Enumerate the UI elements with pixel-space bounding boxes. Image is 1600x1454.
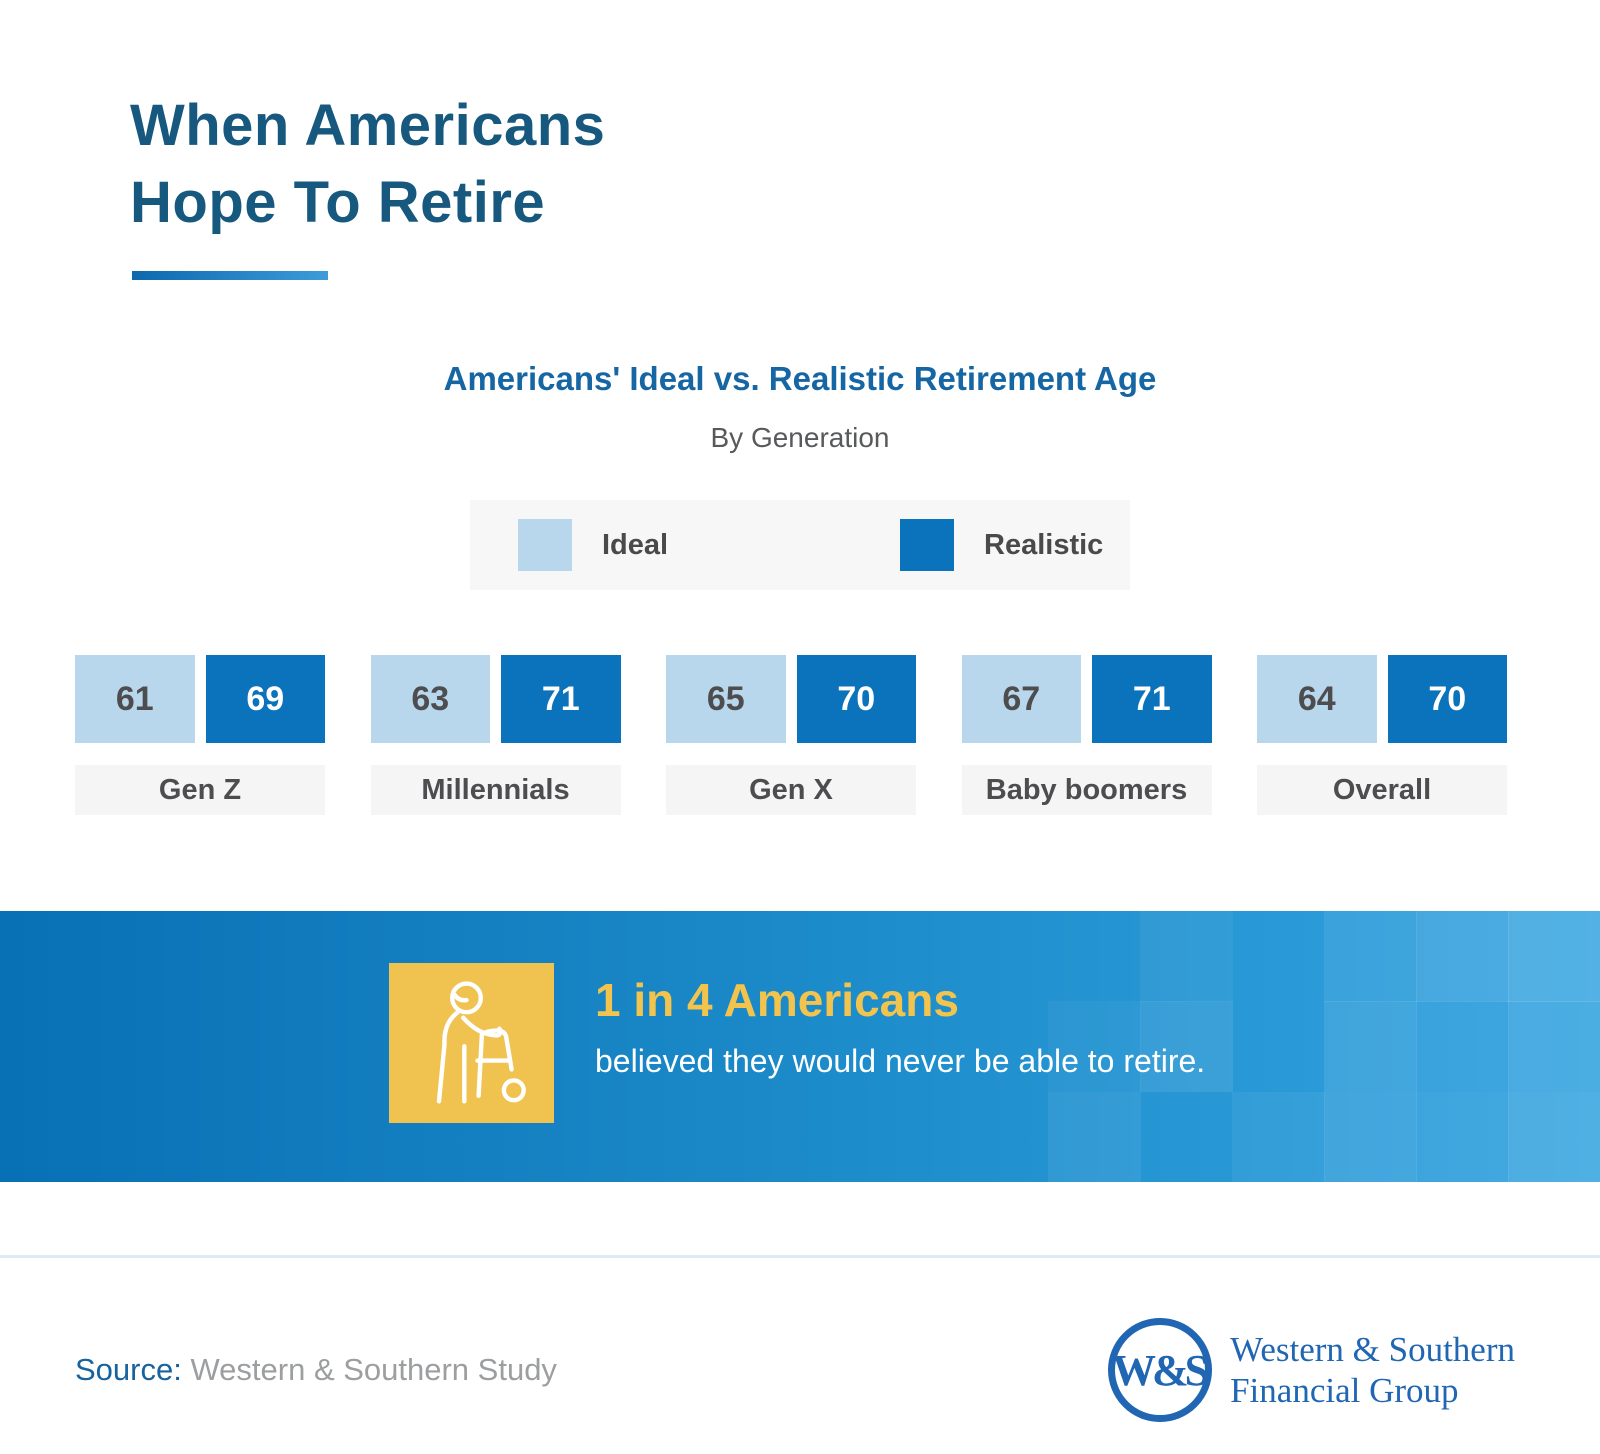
legend-label-ideal: Ideal	[602, 528, 669, 561]
mosaic-tile	[1048, 1001, 1141, 1093]
chart-subtitle: By Generation	[710, 422, 890, 454]
title-underline-decoration	[132, 271, 328, 281]
category-label: Millennials	[370, 765, 621, 816]
category-label: Gen X	[666, 765, 916, 816]
footer: Source: Western & Southern Study W&S Wes…	[0, 1318, 1600, 1423]
bar-group: 64 70 Overall	[1257, 655, 1507, 816]
footer-divider	[0, 1255, 1600, 1259]
bar-group: 61 69 Gen Z	[75, 655, 325, 816]
mosaic-tile	[1416, 1091, 1509, 1183]
realistic-value: 69	[246, 679, 285, 718]
mosaic-tile	[1324, 1091, 1417, 1183]
bar-group: 63 71 Millennials	[370, 655, 621, 816]
category-label: Overall	[1257, 765, 1507, 816]
mosaic-tile	[1140, 1092, 1233, 1182]
realistic-swatch-icon	[900, 519, 954, 572]
source-line: Source: Western & Southern Study	[75, 1352, 557, 1388]
bar-pair: 67 71	[961, 655, 1212, 744]
ideal-bar: 64	[1257, 655, 1377, 744]
source-text: Western & Southern Study	[190, 1352, 557, 1388]
realistic-bar: 70	[796, 655, 916, 744]
legend-item-realistic: Realistic	[900, 500, 1103, 590]
realistic-bar: 71	[501, 655, 621, 744]
page-title-line1: When Americans	[130, 93, 606, 158]
legend-label-realistic: Realistic	[984, 528, 1104, 561]
mosaic-tile	[1416, 1001, 1509, 1093]
mosaic-tile	[1232, 911, 1325, 1002]
mosaic-tile	[1048, 1091, 1141, 1183]
chart-title: Americans' Ideal vs. Realistic Retiremen…	[443, 360, 1157, 398]
mosaic-decoration	[1048, 911, 1600, 1183]
mosaic-tile	[1140, 911, 1233, 1003]
banner-subtext: believed they would never be able to ret…	[595, 1043, 1206, 1080]
page-title: When Americans Hope To Retire	[130, 88, 1600, 241]
banner-headline: 1 in 4 Americans	[595, 974, 959, 1027]
realistic-value: 70	[1428, 679, 1467, 718]
chart-legend: Ideal Realistic	[470, 500, 1130, 591]
legend-item-ideal: Ideal	[518, 500, 668, 590]
mosaic-tile	[1232, 1091, 1325, 1183]
mosaic-tile	[1508, 1001, 1600, 1093]
ideal-value: 61	[115, 679, 154, 718]
ideal-value: 64	[1297, 679, 1336, 718]
realistic-value: 70	[837, 679, 876, 718]
mosaic-tile	[1140, 1001, 1233, 1093]
category-label: Baby boomers	[961, 765, 1212, 816]
ideal-bar: 63	[370, 655, 490, 744]
realistic-value: 71	[1132, 679, 1171, 718]
realistic-value: 71	[541, 679, 580, 718]
bar-pair: 61 69	[75, 655, 325, 744]
page-title-line2: Hope To Retire	[130, 169, 546, 235]
ideal-bar: 65	[666, 655, 786, 744]
bar-chart: 61 69 Gen Z 63 71 Millennials 65 70 Gen …	[75, 655, 1507, 816]
bar-pair: 64 70	[1257, 655, 1507, 744]
mosaic-tile	[1324, 911, 1417, 1003]
ideal-value: 63	[411, 679, 450, 718]
bar-group: 67 71 Baby boomers	[961, 655, 1212, 816]
realistic-bar: 69	[205, 655, 325, 744]
header: When Americans Hope To Retire	[0, 0, 1600, 281]
logo-wordmark: Western & Southern Financial Group	[1230, 1329, 1515, 1412]
banner-text: 1 in 4 Americans believed they would nev…	[595, 973, 1205, 1080]
bar-group: 65 70 Gen X	[666, 655, 916, 816]
bar-pair: 63 71	[370, 655, 621, 744]
logo-line2: Financial Group	[1230, 1371, 1459, 1411]
elderly-person-with-walker-icon	[389, 963, 554, 1124]
mosaic-tile	[1508, 911, 1600, 1003]
mosaic-tile	[1324, 1001, 1417, 1093]
category-label: Gen Z	[75, 765, 325, 816]
ws-monogram-icon: W&S	[1108, 1318, 1213, 1423]
ideal-value: 67	[1002, 679, 1041, 718]
ideal-bar: 61	[75, 655, 195, 744]
bar-pair: 65 70	[666, 655, 916, 744]
realistic-bar: 71	[1092, 655, 1212, 744]
highlight-banner: 1 in 4 Americans believed they would nev…	[0, 911, 1600, 1183]
ideal-swatch-icon	[518, 519, 572, 572]
mosaic-tile	[1508, 1091, 1600, 1183]
ideal-value: 65	[706, 679, 745, 718]
source-label: Source:	[75, 1352, 182, 1388]
mosaic-tile	[1416, 911, 1509, 1003]
realistic-bar: 70	[1387, 655, 1507, 744]
mosaic-tile	[1232, 1001, 1325, 1092]
logo-line1: Western & Southern	[1230, 1329, 1515, 1369]
ideal-bar: 67	[961, 655, 1081, 744]
western-southern-logo: W&S Western & Southern Financial Group	[1108, 1318, 1515, 1423]
